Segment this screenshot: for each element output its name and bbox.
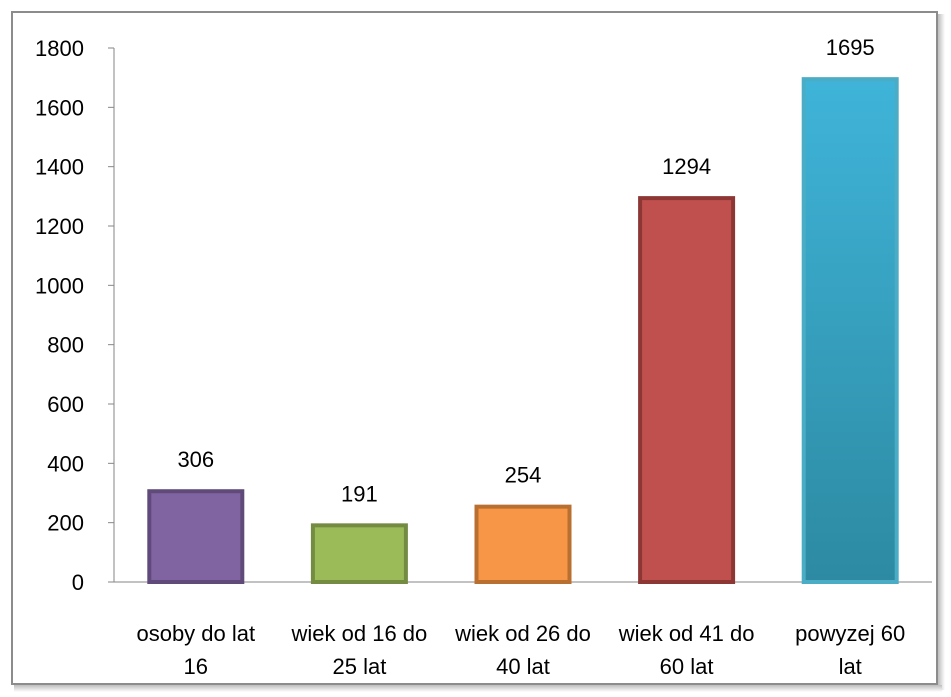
x-category-label: 60 lat <box>660 654 714 679</box>
x-category-label: wiek od 41 do <box>618 621 755 646</box>
y-tick-label: 400 <box>47 451 84 476</box>
x-category-label: wiek od 26 do <box>454 621 591 646</box>
y-tick-label: 1800 <box>35 36 84 61</box>
x-category-label: 16 <box>184 654 208 679</box>
x-category-label: osoby do lat <box>136 621 255 646</box>
y-tick-label: 1400 <box>35 155 84 180</box>
x-category-label: powyzej 60 <box>795 621 905 646</box>
y-tick-label: 0 <box>72 570 84 595</box>
y-tick-label: 200 <box>47 511 84 536</box>
x-category-label: 40 lat <box>496 654 550 679</box>
frame-shadow-right <box>938 14 945 690</box>
bar <box>310 523 408 585</box>
data-label: 306 <box>177 447 214 472</box>
data-label: 191 <box>341 481 378 506</box>
x-category-label: lat <box>839 654 862 679</box>
y-tick-label: 600 <box>47 392 84 417</box>
bar <box>474 504 572 584</box>
y-tick-label: 800 <box>47 333 84 358</box>
bar <box>801 77 899 585</box>
bar <box>638 196 736 584</box>
data-label: 1294 <box>662 154 711 179</box>
data-label: 254 <box>505 463 542 488</box>
x-category-label: wiek od 16 do <box>291 621 428 646</box>
x-category-label: 25 lat <box>332 654 386 679</box>
y-tick-label: 1200 <box>35 214 84 239</box>
data-label: 1695 <box>826 35 875 60</box>
frame-shadow-bottom <box>14 685 942 692</box>
y-tick-label: 1000 <box>35 273 84 298</box>
bar <box>147 489 245 584</box>
y-tick-label: 1600 <box>35 95 84 120</box>
